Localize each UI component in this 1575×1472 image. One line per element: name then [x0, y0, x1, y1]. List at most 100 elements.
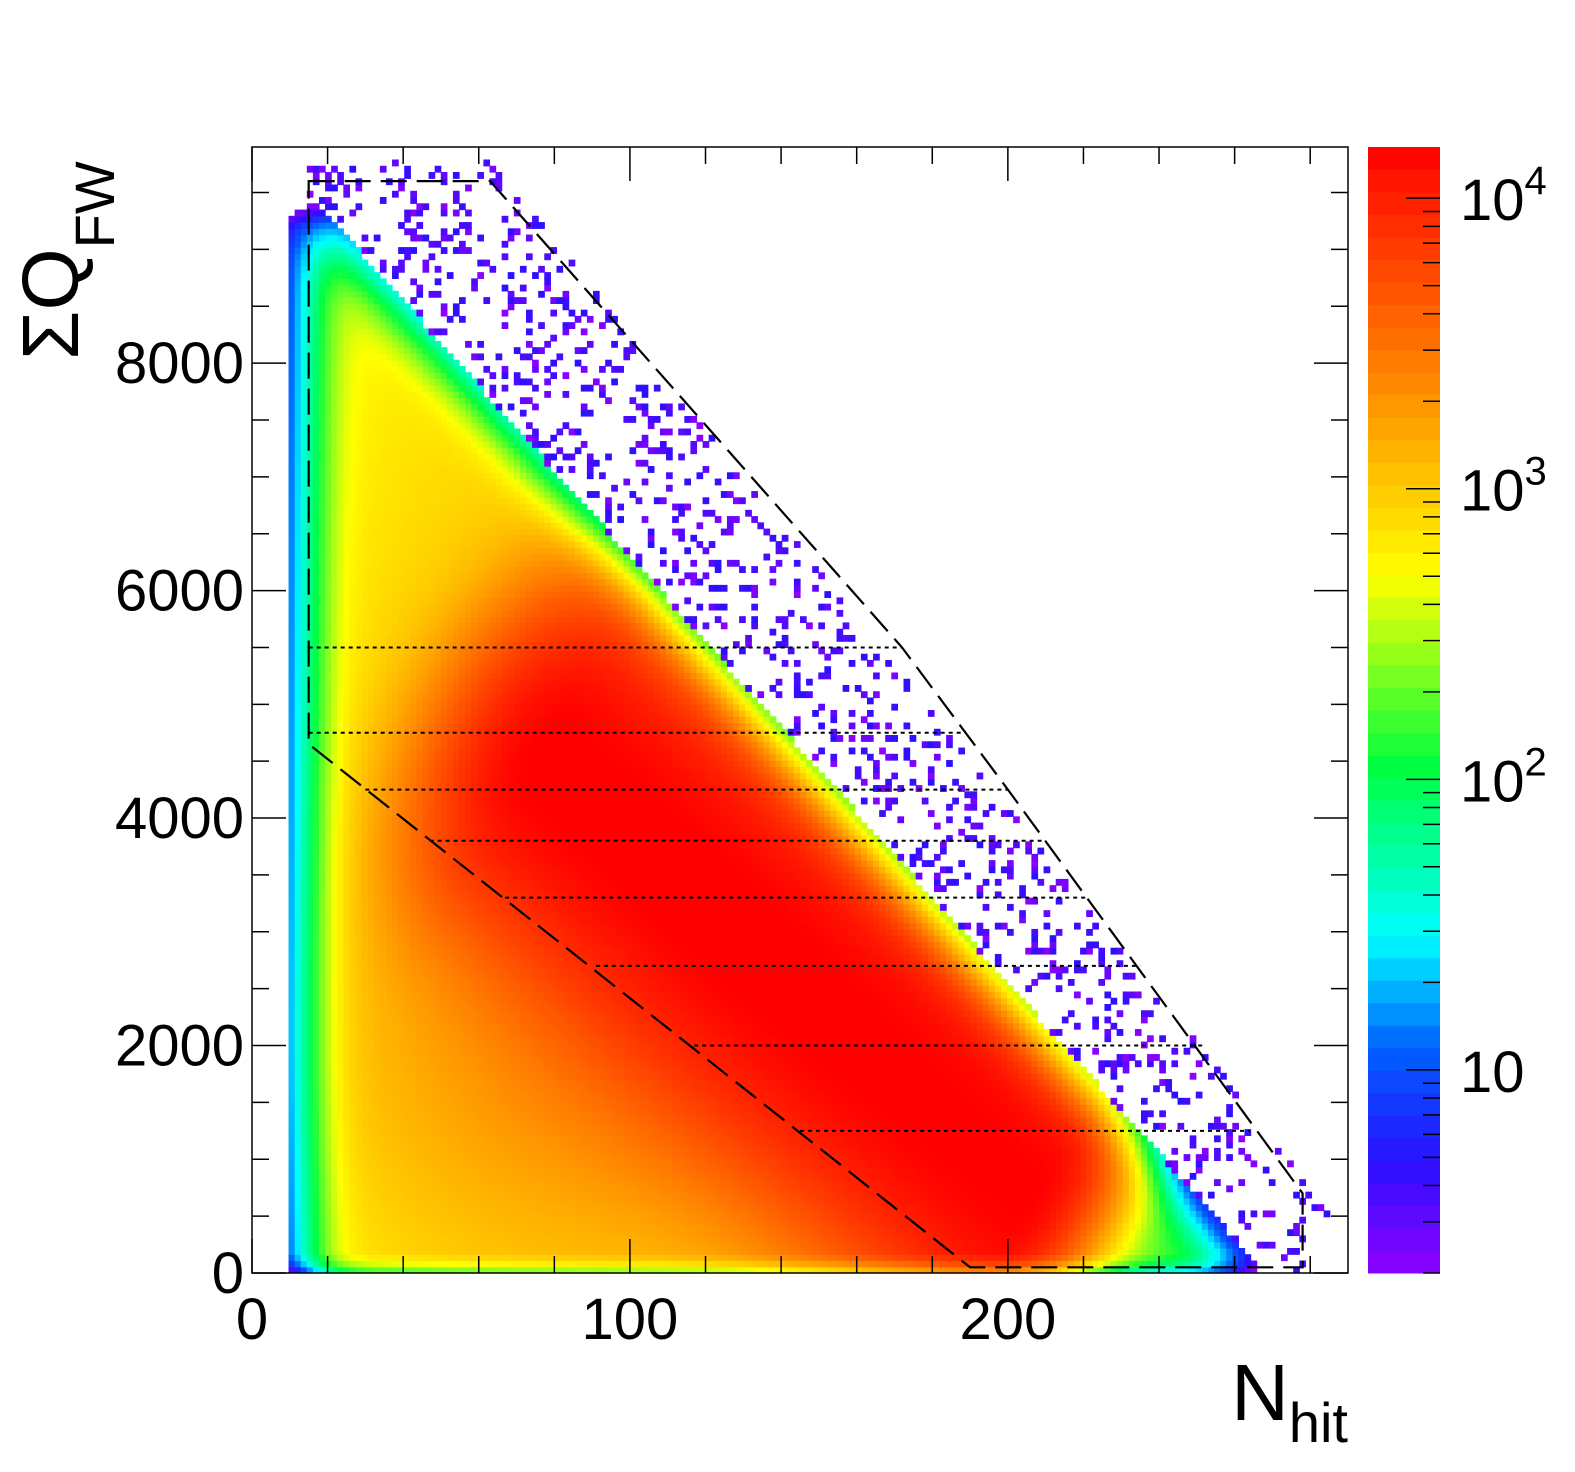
heatmap-cell — [982, 1222, 990, 1230]
heatmap-cell — [921, 1210, 929, 1218]
heatmap-cell — [325, 1085, 332, 1093]
heatmap-cell — [879, 1060, 886, 1068]
heatmap-cell — [787, 1072, 795, 1080]
heatmap-cell — [854, 1260, 862, 1268]
heatmap-cell — [885, 1260, 892, 1268]
heatmap-cell — [647, 1122, 655, 1130]
heatmap-cell — [641, 1135, 649, 1143]
heatmap-cell — [544, 1204, 551, 1212]
heatmap-cell — [690, 1166, 698, 1174]
heatmap-cell — [452, 1091, 460, 1099]
heatmap-cell — [392, 1204, 399, 1212]
heatmap-cell — [659, 1097, 667, 1105]
heatmap-cell — [592, 1135, 600, 1143]
heatmap-cell — [647, 1191, 655, 1199]
heatmap-cell — [854, 1191, 862, 1199]
heatmap-cell — [757, 1254, 765, 1262]
heatmap-cell — [312, 1091, 320, 1099]
heatmap-cell — [1128, 1254, 1136, 1262]
heatmap-cell — [946, 1072, 953, 1080]
heatmap-cell — [288, 1060, 296, 1068]
heatmap-cell — [617, 1222, 625, 1230]
heatmap-cell — [410, 1116, 417, 1124]
heatmap-cell — [1019, 1160, 1026, 1168]
heatmap-cell — [580, 1260, 588, 1268]
heatmap-cell — [897, 1110, 905, 1118]
heatmap-cell — [635, 1129, 643, 1136]
heatmap-cell — [355, 1154, 363, 1161]
heatmap-cell — [733, 1185, 740, 1193]
heatmap-cell — [751, 1210, 758, 1218]
heatmap-cell — [897, 1104, 905, 1111]
heatmap-cell — [623, 1166, 631, 1174]
heatmap-cell — [574, 1172, 582, 1180]
heatmap-cell — [312, 1266, 320, 1273]
heatmap-cell — [1025, 1260, 1032, 1268]
heatmap-cell — [647, 1147, 655, 1155]
heatmap-cell — [958, 1097, 965, 1105]
heatmap-cell — [428, 1060, 436, 1068]
heatmap-cell — [824, 1179, 832, 1187]
heatmap-cell — [909, 1260, 917, 1268]
heatmap-cell — [355, 1116, 363, 1124]
heatmap-cell — [550, 1066, 558, 1074]
heatmap-cell — [696, 1160, 704, 1168]
heatmap-cell — [288, 1085, 296, 1093]
heatmap-cell — [1049, 1110, 1057, 1118]
heatmap-cell — [702, 1097, 710, 1105]
heatmap-cell — [1025, 1172, 1032, 1180]
heatmap-cell — [1055, 1260, 1063, 1268]
heatmap-cell — [1000, 1166, 1008, 1174]
heatmap-cell — [666, 1166, 673, 1174]
heatmap-cell — [367, 1141, 375, 1149]
heatmap-cell — [653, 1147, 661, 1155]
heatmap-cell — [696, 1179, 704, 1187]
heatmap-cell — [1031, 1116, 1039, 1124]
heatmap-cell — [1074, 1091, 1081, 1099]
heatmap-cell — [1189, 1135, 1197, 1143]
heatmap-cell — [1067, 1197, 1075, 1205]
heatmap-cell — [1086, 1247, 1093, 1255]
heatmap-cell — [933, 1172, 941, 1180]
heatmap-cell — [580, 1116, 588, 1124]
heatmap-cell — [623, 1247, 631, 1255]
heatmap-cell — [836, 1216, 844, 1224]
heatmap-cell — [599, 1260, 606, 1268]
heatmap-cell — [623, 1260, 631, 1268]
heatmap-cell — [830, 1222, 838, 1230]
heatmap-cell — [1147, 1147, 1154, 1155]
heatmap-cell — [1153, 1172, 1160, 1180]
heatmap-cell — [873, 1104, 880, 1111]
heatmap-cell — [318, 1122, 326, 1130]
heatmap-cell — [1165, 1266, 1173, 1273]
heatmap-cell — [824, 1104, 832, 1111]
heatmap-cell — [684, 1247, 691, 1255]
heatmap-cell — [873, 1210, 880, 1218]
heatmap-cell — [1025, 1216, 1032, 1224]
heatmap-cell — [580, 1160, 588, 1168]
heatmap-cell — [970, 1191, 978, 1199]
heatmap-cell — [793, 1235, 801, 1243]
heatmap-cell — [866, 1160, 874, 1168]
heatmap-cell — [617, 1229, 625, 1237]
heatmap-cell — [592, 1197, 600, 1205]
heatmap-cell — [775, 1135, 783, 1143]
heatmap-cell — [672, 1060, 679, 1068]
heatmap-cell — [513, 1216, 521, 1224]
heatmap-cell — [428, 1147, 436, 1155]
heatmap-cell — [891, 1110, 899, 1118]
heatmap-cell — [617, 1129, 625, 1136]
heatmap-cell — [513, 1260, 521, 1268]
heatmap-cell — [452, 1185, 460, 1193]
heatmap-cell — [294, 1147, 302, 1155]
heatmap-cell — [306, 1104, 314, 1111]
heatmap-cell — [1043, 1229, 1051, 1237]
heatmap-cell — [818, 1060, 825, 1068]
heatmap-cell — [1074, 1172, 1081, 1180]
heatmap-cell — [641, 1129, 649, 1136]
heatmap-cell — [1025, 1116, 1032, 1124]
heatmap-cell — [592, 1122, 600, 1130]
heatmap-cell — [1134, 1216, 1142, 1224]
heatmap-cell — [879, 1197, 886, 1205]
heatmap-cell — [921, 1085, 929, 1093]
